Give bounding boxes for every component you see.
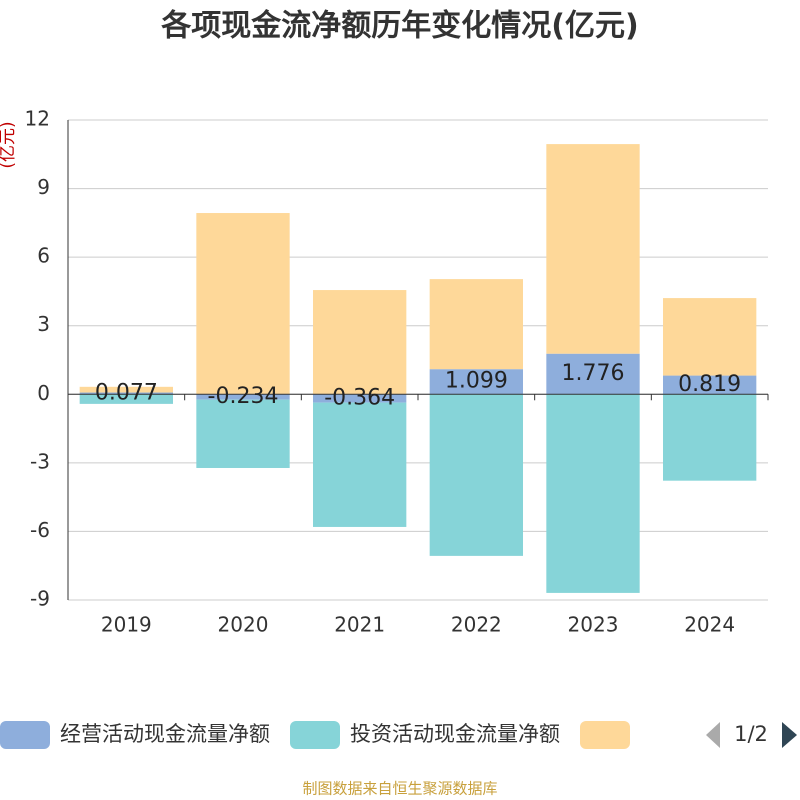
bar bbox=[663, 375, 757, 395]
legend-swatch bbox=[290, 721, 340, 749]
bar bbox=[313, 290, 407, 395]
bar bbox=[546, 144, 640, 354]
x-tick-label: 2022 bbox=[451, 613, 502, 637]
y-tick-label: -9 bbox=[30, 587, 50, 611]
bar bbox=[79, 386, 173, 393]
bar bbox=[196, 394, 290, 400]
legend-label: 经营活动现金流量净额 bbox=[60, 722, 270, 746]
y-tick-label: 0 bbox=[37, 381, 50, 405]
bar bbox=[546, 394, 640, 593]
bar bbox=[196, 399, 290, 468]
bar bbox=[546, 353, 640, 395]
legend-label: 投资活动现金流量净额 bbox=[350, 722, 560, 746]
x-tick-label: 2023 bbox=[568, 613, 619, 637]
x-tick-label: 2019 bbox=[101, 613, 152, 637]
bar bbox=[196, 213, 290, 395]
legend-swatch bbox=[0, 721, 50, 749]
x-tick-label: 2021 bbox=[334, 613, 385, 637]
y-axis-label: (亿元) bbox=[0, 121, 18, 168]
bar bbox=[313, 394, 407, 403]
bar bbox=[429, 279, 523, 370]
legend-swatch bbox=[580, 721, 630, 749]
data-label: 1.099 bbox=[445, 369, 508, 394]
data-label: 0.077 bbox=[95, 380, 158, 405]
bar bbox=[313, 402, 407, 527]
y-tick-label: 6 bbox=[37, 244, 50, 268]
bar bbox=[663, 394, 757, 481]
legend-prev[interactable] bbox=[706, 722, 720, 748]
legend-page: 1/2 bbox=[734, 722, 768, 746]
y-tick-label: -6 bbox=[30, 518, 50, 542]
x-tick-label: 2020 bbox=[218, 613, 269, 637]
bar bbox=[429, 369, 523, 395]
y-tick-label: -3 bbox=[30, 449, 50, 473]
data-label: 0.819 bbox=[678, 372, 741, 397]
y-tick-label: 3 bbox=[37, 312, 50, 336]
bar bbox=[663, 298, 757, 376]
legend-next[interactable] bbox=[782, 722, 797, 748]
chart-title: 各项现金流净额历年变化情况(亿元) bbox=[160, 9, 638, 44]
data-label: 1.776 bbox=[562, 361, 625, 386]
y-tick-label: 12 bbox=[25, 107, 50, 131]
data-label: -0.234 bbox=[208, 384, 279, 409]
bar bbox=[79, 394, 173, 404]
data-label: -0.364 bbox=[324, 385, 395, 410]
y-tick-label: 9 bbox=[37, 175, 50, 199]
x-tick-label: 2024 bbox=[684, 613, 735, 637]
source-note: 制图数据来自恒生聚源数据库 bbox=[302, 780, 497, 798]
bar bbox=[79, 392, 173, 395]
bar bbox=[429, 394, 523, 556]
